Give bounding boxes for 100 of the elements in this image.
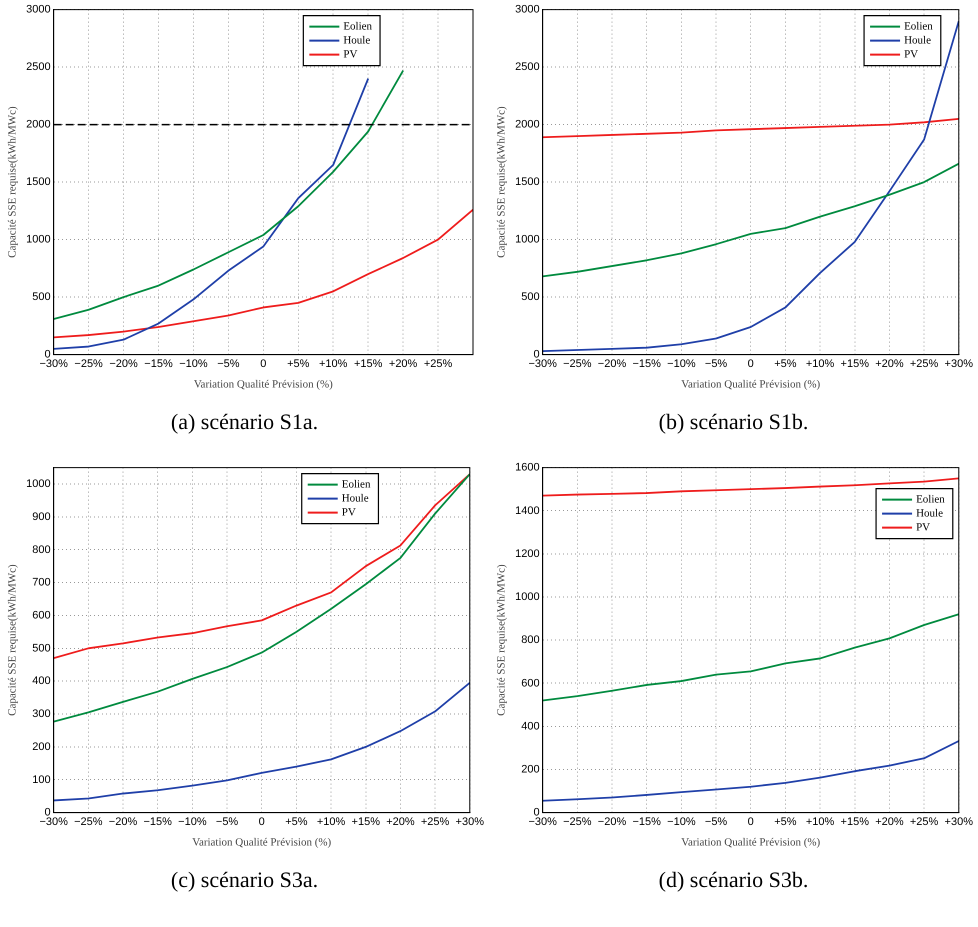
x-tick-label: +30% [944, 358, 974, 370]
x-tick-label: −30% [528, 358, 558, 370]
y-tick-label: 3000 [515, 4, 540, 16]
x-tick-label: −25% [563, 816, 592, 828]
x-tick-label: −15% [632, 816, 662, 828]
x-tick-label: −20% [598, 816, 626, 828]
x-tick-label: −5% [216, 816, 238, 828]
text: (d) scénario S3b. [658, 867, 808, 893]
x-tick-label: −20% [108, 816, 138, 828]
x-tick-label: −15% [632, 358, 662, 370]
x-tick-label: +5% [285, 816, 308, 828]
x-tick-label: +15% [840, 358, 870, 370]
y-axis-title: Capacité SSE requise(kWh/MWc) [495, 106, 508, 258]
y-tick-label: 3000 [26, 4, 51, 16]
x-tick-label: −20% [598, 358, 626, 370]
y-tick-label: 1000 [515, 591, 540, 604]
y-tick-label: 1000 [515, 234, 540, 246]
legend-label: PV [342, 506, 356, 518]
x-tick-label: −25% [74, 358, 104, 370]
x-tick-label: −10% [667, 816, 696, 828]
legend-label: PV [343, 48, 358, 60]
x-tick-label: −15% [143, 816, 172, 828]
x-tick-label: +20% [388, 358, 418, 370]
x-tick-label: −10% [179, 358, 208, 370]
y-tick-label: 600 [521, 677, 540, 690]
text: (c) scénario S3a. [170, 867, 318, 893]
x-tick-label: +25% [424, 358, 452, 370]
x-tick-label: +5% [774, 816, 797, 828]
y-tick-label: 600 [32, 609, 51, 622]
x-tick-label: −10% [178, 816, 207, 828]
y-tick-label: 2000 [26, 118, 51, 131]
legend-label: PV [916, 521, 930, 534]
x-tick-label: −10% [667, 358, 696, 370]
x-tick-label: 0 [748, 816, 754, 828]
y-axis-title: Capacité SSE requise(kWh/MWc) [6, 564, 18, 716]
x-tick-label: +20% [875, 816, 904, 828]
y-tick-label: 100 [32, 774, 51, 786]
x-axis-title: Variation Qualité Prévision (%) [194, 378, 334, 390]
x-tick-label: 0 [258, 816, 265, 828]
y-tick-label: 1000 [26, 478, 51, 490]
y-tick-label: 1000 [26, 234, 51, 246]
x-tick-label: +25% [910, 358, 939, 370]
y-axis-title: Capacité SSE requise(kWh/MWc) [6, 106, 18, 258]
x-tick-label: +20% [386, 816, 415, 828]
legend-label: Houle [343, 34, 370, 46]
x-tick-label: 0 [260, 358, 266, 370]
y-tick-label: 500 [32, 291, 51, 304]
y-tick-label: 1500 [26, 176, 51, 188]
x-tick-label: +10% [318, 358, 348, 370]
x-tick-label: +10% [806, 816, 835, 828]
x-tick-label: −5% [704, 816, 728, 828]
x-tick-label: −30% [39, 358, 68, 370]
x-tick-label: −5% [217, 358, 240, 370]
x-axis-title: Variation Qualité Prévision (%) [192, 836, 332, 848]
x-tick-label: +15% [840, 816, 870, 828]
text: (a) scénario S1a. [170, 409, 318, 435]
x-tick-label: +30% [456, 816, 484, 828]
x-tick-label: −20% [109, 358, 138, 370]
y-tick-label: 1600 [515, 462, 540, 474]
x-axis-title: Variation Qualité Prévision (%) [681, 378, 821, 390]
legend-label: PV [904, 48, 918, 60]
legend-label: Houle [904, 34, 932, 46]
y-tick-label: 1200 [515, 548, 540, 560]
x-tick-label: +5% [287, 358, 310, 370]
y-tick-label: 2500 [26, 61, 51, 74]
y-tick-label: 200 [521, 764, 540, 776]
y-tick-label: 2500 [515, 61, 540, 74]
legend-label: Eolien [904, 20, 934, 32]
y-tick-label: 900 [32, 510, 51, 523]
x-tick-label: +5% [774, 358, 797, 370]
x-tick-label: +30% [944, 816, 974, 828]
y-tick-label: 2000 [515, 118, 540, 131]
x-tick-label: −30% [39, 816, 68, 828]
y-tick-label: 400 [32, 675, 51, 688]
x-tick-label: +15% [354, 358, 383, 370]
x-axis-title: Variation Qualité Prévision (%) [681, 836, 821, 848]
legend-label: Eolien [916, 493, 946, 506]
x-tick-label: 0 [748, 358, 754, 370]
y-tick-label: 500 [521, 291, 540, 304]
y-tick-label: 1500 [515, 176, 540, 188]
legend-label: Eolien [343, 20, 373, 32]
y-axis-title: Capacité SSE requise(kWh/MWc) [495, 564, 508, 716]
x-tick-label: −15% [144, 358, 173, 370]
y-tick-label: 400 [521, 720, 540, 732]
legend-label: Eolien [342, 478, 371, 490]
x-tick-label: +25% [910, 816, 939, 828]
legend-label: Houle [342, 492, 369, 504]
y-tick-label: 500 [32, 642, 51, 654]
x-tick-label: −30% [528, 816, 558, 828]
y-tick-label: 700 [32, 576, 51, 589]
y-tick-label: 800 [32, 544, 51, 556]
x-tick-label: −5% [704, 358, 728, 370]
y-tick-label: 1400 [515, 504, 540, 517]
x-tick-label: −25% [563, 358, 592, 370]
text: (b) scénario S1b. [658, 409, 808, 435]
x-tick-label: +20% [875, 358, 904, 370]
x-tick-label: −25% [74, 816, 103, 828]
x-tick-label: +10% [316, 816, 346, 828]
legend-label: Houle [916, 507, 944, 520]
x-tick-label: +10% [806, 358, 835, 370]
